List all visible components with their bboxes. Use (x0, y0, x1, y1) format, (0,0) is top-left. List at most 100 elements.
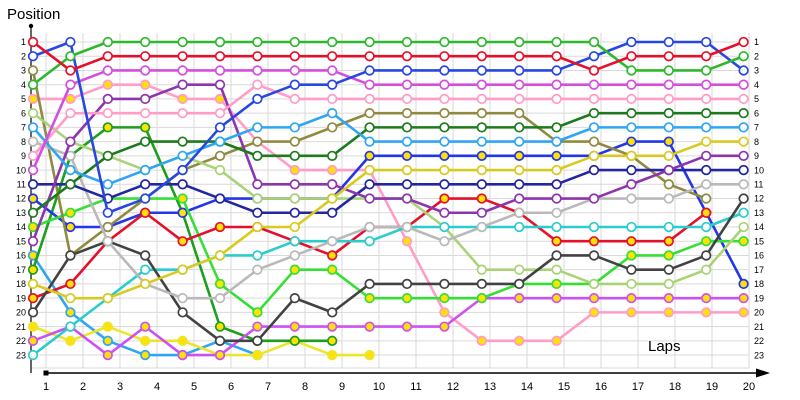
data-point-car-start-13 (439, 122, 450, 133)
data-point-car-start-04 (514, 36, 525, 48)
data-point-car-start-15 (514, 193, 525, 204)
axis-origin-dot (43, 370, 49, 376)
data-point-car-start-20 (738, 193, 749, 204)
x-tick-label: 14 (521, 381, 533, 393)
y-tick-label-right: 22 (754, 336, 764, 346)
data-point-car-start-01 (551, 51, 562, 62)
data-point-car-start-15 (663, 164, 674, 176)
data-point-car-start-11 (252, 207, 263, 218)
data-point-car-start-05 (289, 164, 300, 176)
y-tick-label-left: 18 (16, 279, 26, 289)
data-point-car-start-08 (27, 136, 39, 147)
data-point-car-start-14 (289, 264, 300, 275)
data-point-car-start-13 (177, 136, 188, 147)
data-point-car-start-07 (701, 122, 712, 133)
data-point-car-start-22 (738, 292, 749, 304)
data-point-car-start-18 (289, 221, 300, 233)
y-tick-label-right: 7 (754, 123, 759, 133)
y-tick-label-left: 23 (16, 350, 26, 360)
data-point-car-start-20 (27, 307, 39, 318)
data-point-car-start-08 (439, 236, 450, 247)
data-point-car-start-22 (102, 349, 113, 361)
data-point-car-start-20 (140, 250, 151, 261)
data-point-car-start-20 (551, 250, 562, 261)
data-point-car-start-03 (701, 193, 712, 204)
series-line-car-start-14 (31, 197, 745, 314)
data-point-car-start-10 (439, 79, 450, 90)
data-point-car-start-15 (626, 179, 637, 190)
data-point-car-start-05 (102, 79, 113, 90)
data-point-car-start-15 (738, 150, 749, 161)
data-point-car-start-23 (439, 221, 450, 233)
y-tick-label-left: 13 (16, 208, 26, 218)
data-point-car-start-15 (439, 207, 450, 218)
data-point-car-start-18 (588, 150, 600, 161)
y-tick-label-left: 3 (21, 66, 26, 76)
data-point-car-start-06 (214, 164, 226, 176)
data-point-car-start-19 (701, 207, 712, 218)
data-point-car-start-11 (289, 207, 300, 218)
data-point-car-start-03 (588, 136, 600, 147)
x-tick-label: 11 (410, 381, 421, 393)
data-point-car-start-02 (289, 79, 300, 90)
data-point-car-start-14 (65, 207, 76, 218)
y-tick-label-right: 3 (754, 66, 759, 76)
data-point-car-start-10 (514, 79, 525, 90)
data-point-car-start-23 (289, 236, 300, 247)
data-point-car-start-02 (514, 65, 525, 76)
data-point-car-start-15 (364, 193, 375, 204)
data-point-car-start-06 (252, 193, 263, 204)
data-point-car-start-09 (65, 107, 76, 119)
series-line-car-start-15 (31, 83, 745, 243)
x-tick-label: 8 (302, 381, 308, 393)
data-point-car-start-10 (214, 65, 226, 76)
data-point-car-start-07 (177, 150, 188, 161)
data-point-car-start-05 (401, 236, 413, 247)
data-point-car-start-15 (327, 179, 338, 190)
data-point-car-start-22 (588, 292, 600, 304)
data-point-car-start-13 (663, 107, 674, 119)
data-point-car-start-04 (65, 51, 76, 62)
data-point-car-start-15 (177, 79, 188, 90)
data-point-car-start-04 (252, 36, 263, 48)
data-point-car-start-05 (327, 164, 338, 176)
data-point-car-start-03 (514, 107, 525, 119)
data-point-car-start-22 (289, 321, 300, 332)
data-point-car-start-14 (476, 292, 487, 304)
data-point-car-start-05 (551, 335, 562, 346)
series-line-car-start-22 (31, 296, 745, 357)
data-point-car-start-10 (364, 79, 375, 90)
data-point-car-start-02 (177, 164, 188, 176)
data-point-car-start-11 (476, 179, 487, 190)
data-point-car-start-06 (663, 278, 674, 290)
data-point-car-start-11 (401, 179, 413, 190)
data-point-car-start-01 (663, 51, 674, 62)
x-tick-label: 13 (484, 381, 496, 393)
x-axis-arrow-icon (756, 368, 770, 378)
y-tick-label-left: 12 (16, 194, 26, 204)
data-point-car-start-14 (626, 250, 637, 261)
data-point-car-start-14 (327, 264, 338, 275)
data-point-car-start-08 (252, 264, 263, 275)
data-point-car-start-02 (439, 65, 450, 76)
data-point-car-start-09 (364, 93, 375, 105)
y-tick-label-left: 14 (16, 222, 26, 232)
data-point-car-start-20 (701, 250, 712, 261)
data-point-car-start-13 (476, 122, 487, 133)
data-point-car-start-17 (214, 321, 226, 332)
data-point-car-start-09 (588, 93, 600, 105)
data-point-car-start-07 (364, 136, 375, 147)
data-point-car-start-15 (476, 207, 487, 218)
data-point-car-start-16 (102, 335, 113, 346)
data-point-car-start-21 (364, 349, 375, 361)
data-point-car-start-01 (701, 51, 712, 62)
data-point-car-start-02 (588, 51, 600, 62)
data-point-car-start-20 (663, 264, 674, 275)
data-point-car-start-07 (738, 122, 749, 133)
data-point-car-start-17 (327, 335, 338, 346)
data-point-car-start-10 (588, 79, 600, 90)
series-line-car-start-09 (31, 83, 745, 158)
data-point-car-start-01 (439, 51, 450, 62)
data-point-car-start-21 (27, 321, 39, 332)
